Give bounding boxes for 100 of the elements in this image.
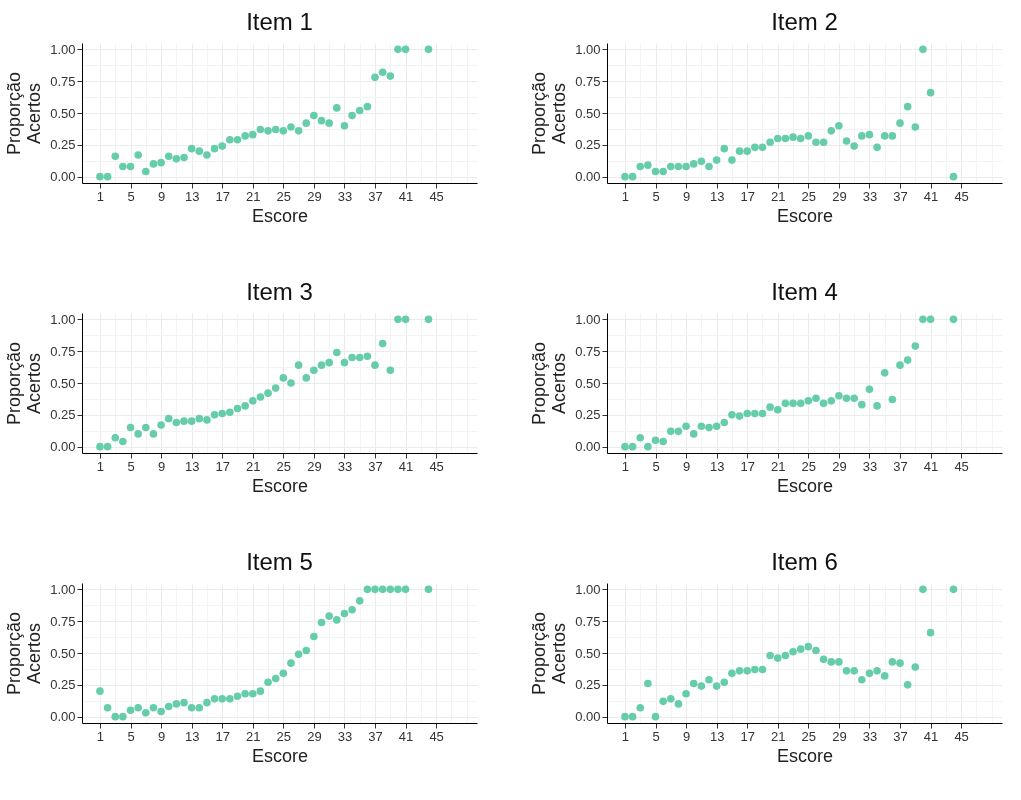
- x-tick-label: 45: [954, 188, 969, 204]
- point: [355, 106, 364, 115]
- x-tick-label: 29: [832, 188, 847, 204]
- point: [271, 384, 280, 392]
- point: [728, 669, 736, 678]
- x-tick-label: 37: [893, 728, 908, 744]
- point: [424, 315, 433, 324]
- x-tick-label: 45: [954, 458, 969, 474]
- x-tick-label: 25: [801, 728, 817, 744]
- x-tick-label: 25: [801, 458, 817, 474]
- point: [789, 399, 797, 408]
- y-tick-label: 0.75: [50, 613, 76, 629]
- point: [103, 172, 112, 181]
- point: [164, 152, 173, 161]
- point: [195, 147, 204, 155]
- chart-title: Item 6: [771, 548, 838, 575]
- point: [628, 442, 637, 451]
- point: [134, 151, 142, 159]
- point: [348, 353, 356, 362]
- point: [325, 119, 333, 127]
- y-tick-label: 0.00: [575, 439, 601, 455]
- point: [103, 703, 112, 712]
- point: [766, 651, 774, 660]
- point: [804, 132, 813, 140]
- point: [310, 111, 318, 120]
- y-tick-label: 0.25: [575, 677, 601, 693]
- y-tick-label: 0.75: [50, 73, 76, 89]
- point: [424, 585, 433, 594]
- x-tick-label: 9: [682, 188, 691, 204]
- point: [256, 393, 265, 401]
- x-tick-label: 13: [184, 458, 200, 474]
- point: [126, 162, 135, 171]
- chart-title: Item 5: [246, 548, 313, 575]
- point: [371, 361, 379, 369]
- x-tick-label: 41: [398, 728, 414, 744]
- point: [195, 414, 204, 423]
- point: [674, 427, 683, 436]
- chart-title: Item 3: [246, 278, 313, 305]
- x-tick-label: 25: [276, 458, 292, 474]
- x-tick-label: 13: [709, 728, 725, 744]
- x-tick-label: 37: [368, 188, 383, 204]
- point: [363, 102, 372, 111]
- x-tick-label: 1: [621, 188, 630, 204]
- y-tick-label: 0.00: [50, 439, 76, 455]
- point: [187, 703, 196, 712]
- point: [340, 121, 349, 130]
- point: [157, 158, 165, 167]
- point: [873, 402, 881, 410]
- y-axis-title: Proporção Acertos: [4, 341, 45, 426]
- point: [394, 585, 402, 594]
- point: [119, 712, 127, 721]
- point: [149, 430, 158, 438]
- point: [233, 135, 242, 144]
- point: [880, 132, 889, 140]
- y-tick-label: 0.25: [50, 407, 76, 423]
- point: [355, 353, 364, 362]
- point: [903, 102, 912, 111]
- point: [666, 695, 675, 703]
- point: [949, 315, 958, 324]
- y-tick-label: 0.25: [50, 677, 76, 693]
- point: [141, 709, 150, 717]
- x-tick-label: 29: [307, 728, 322, 744]
- x-tick-label: 37: [368, 728, 383, 744]
- point: [850, 667, 858, 675]
- y-tick-label: 0.25: [50, 137, 76, 153]
- point: [264, 127, 272, 135]
- point: [781, 399, 790, 408]
- x-tick-label: 21: [771, 188, 786, 204]
- y-tick-label: 0.75: [50, 343, 76, 359]
- y-axis-title: Proporção Acertos: [4, 611, 45, 696]
- point: [911, 663, 920, 671]
- point: [378, 68, 387, 77]
- point: [735, 412, 744, 420]
- point: [302, 646, 311, 655]
- point: [682, 422, 690, 431]
- x-tick-label: 33: [337, 458, 353, 474]
- y-tick-label: 0.75: [575, 613, 601, 629]
- point: [279, 127, 288, 135]
- x-tick-label: 17: [740, 728, 755, 744]
- point: [712, 422, 721, 431]
- point: [294, 127, 303, 135]
- point: [111, 152, 120, 161]
- point: [819, 399, 828, 408]
- x-tick-label: 5: [127, 458, 135, 474]
- point: [386, 72, 395, 80]
- x-axis-title: Escore: [776, 745, 834, 766]
- point: [812, 394, 820, 403]
- point: [857, 675, 866, 684]
- point: [256, 125, 265, 134]
- point: [873, 667, 881, 675]
- x-tick-label: 33: [337, 728, 353, 744]
- x-tick-label: 13: [184, 728, 200, 744]
- point: [279, 669, 288, 678]
- point: [903, 356, 912, 364]
- point: [773, 134, 782, 143]
- point: [842, 667, 851, 675]
- point: [271, 674, 280, 683]
- point: [644, 442, 652, 451]
- point: [401, 585, 410, 594]
- point: [294, 361, 303, 369]
